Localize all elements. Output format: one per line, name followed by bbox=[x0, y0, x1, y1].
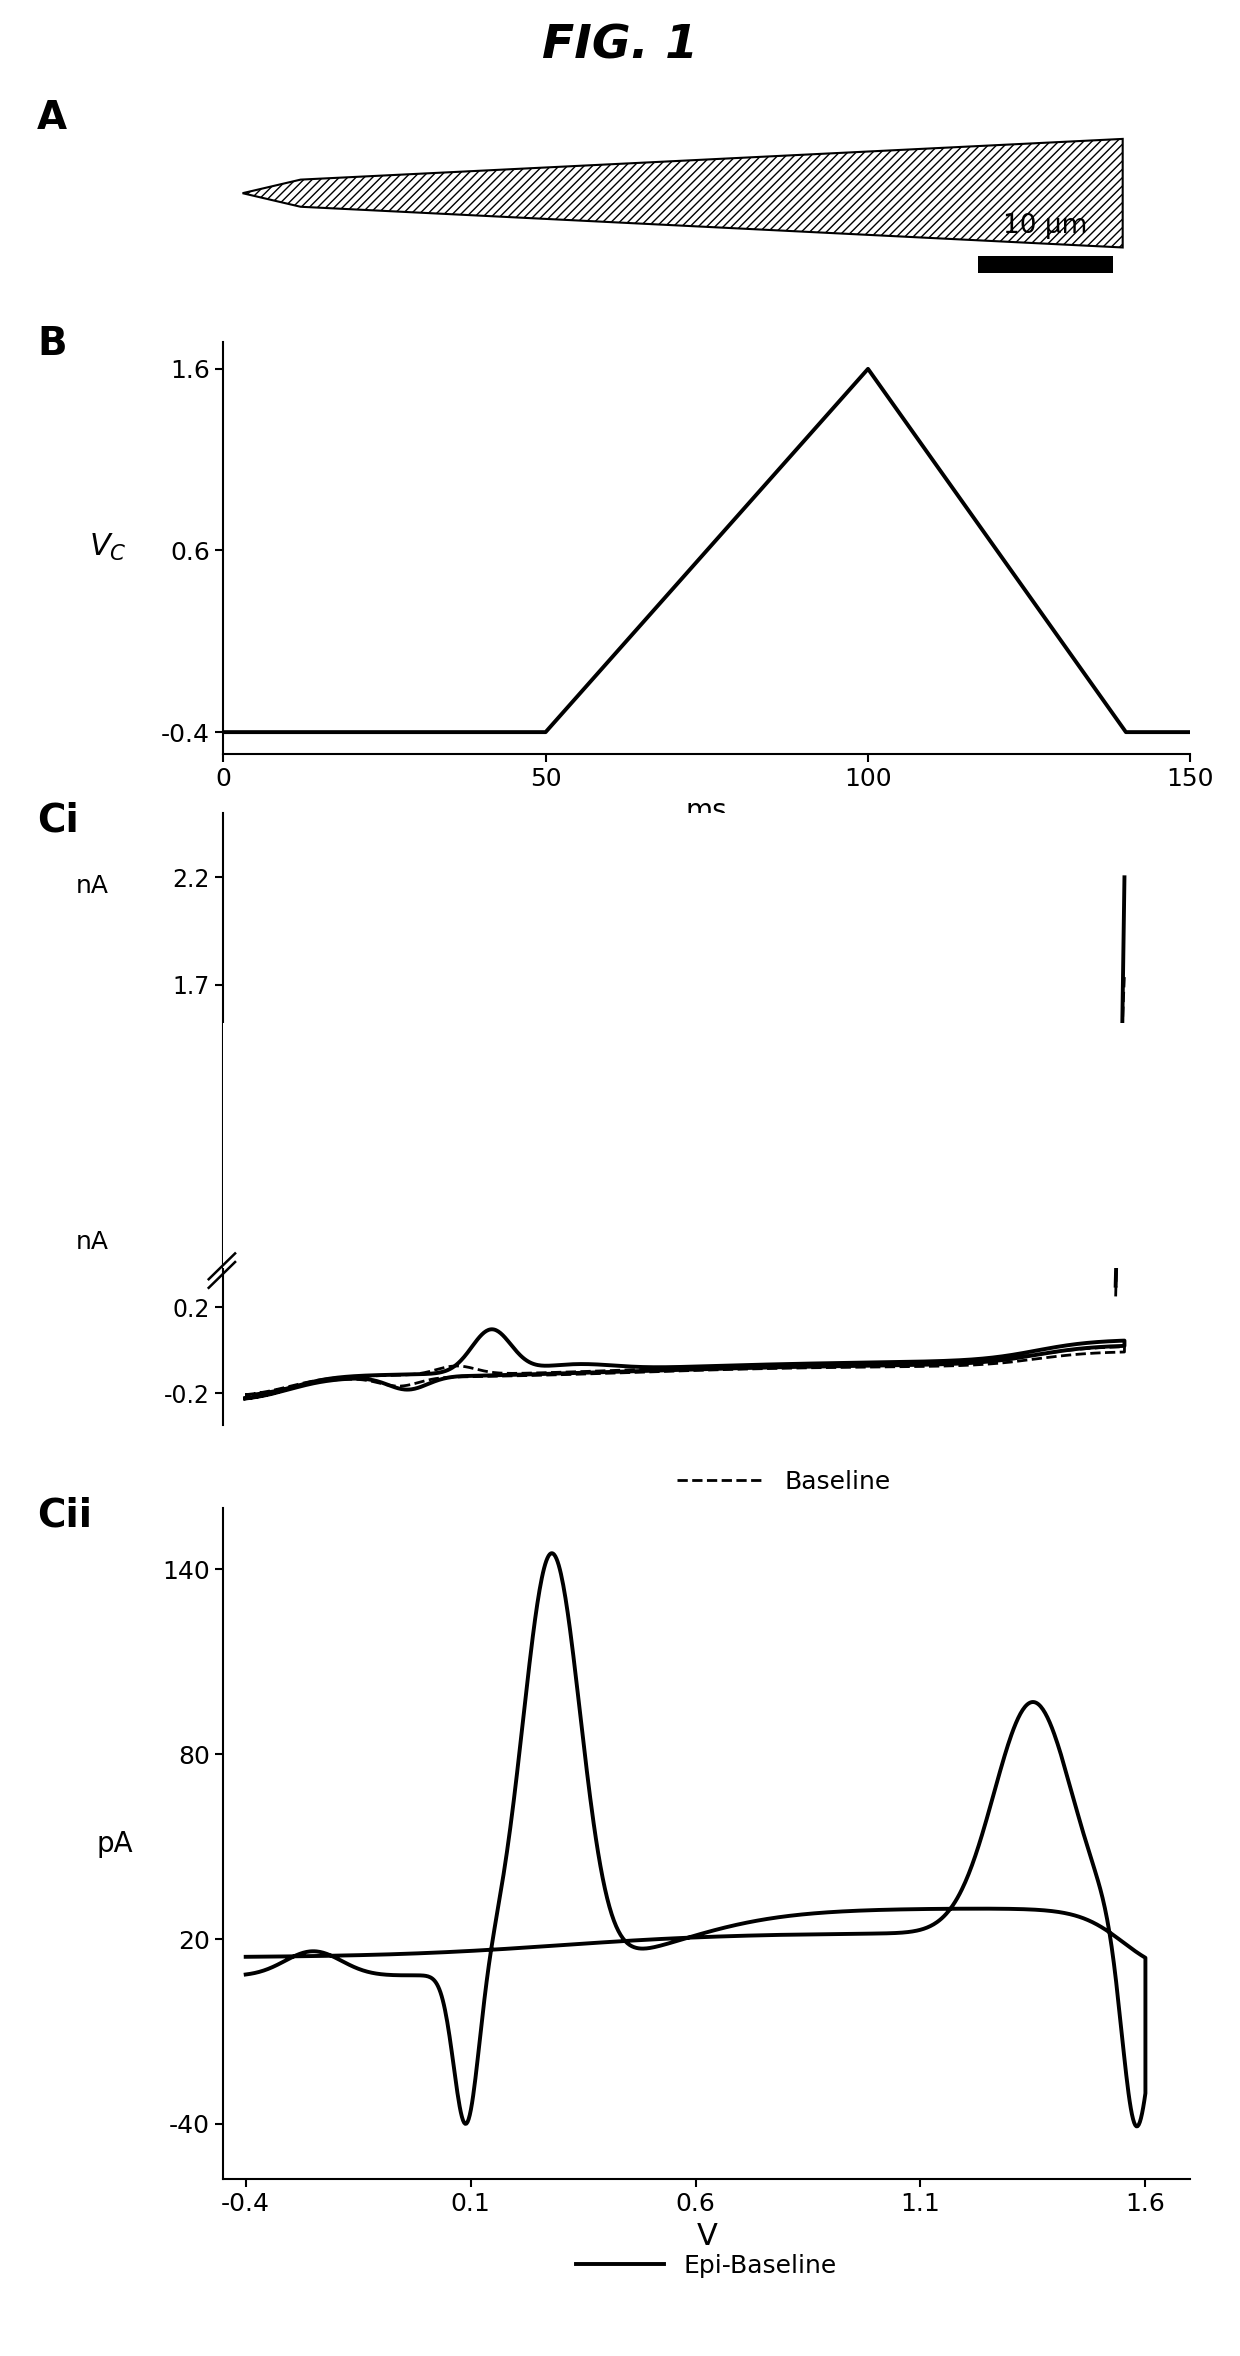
Baseline bbox=[238, 1381, 253, 1409]
+Epi bbox=[238, 1383, 253, 1411]
Text: B: B bbox=[37, 325, 67, 363]
Baseline bbox=[784, 1355, 799, 1383]
Text: nA: nA bbox=[76, 874, 109, 898]
Legend: Baseline, +Epi: Baseline, +Epi bbox=[667, 1461, 901, 1548]
Baseline bbox=[270, 1376, 285, 1404]
+Epi bbox=[553, 1350, 568, 1378]
Text: A: A bbox=[37, 99, 67, 137]
Legend: Epi-Baseline: Epi-Baseline bbox=[567, 2243, 847, 2288]
Text: 10 μm: 10 μm bbox=[1003, 212, 1087, 238]
Y-axis label: pA: pA bbox=[97, 1831, 134, 1857]
Baseline bbox=[1117, 1333, 1132, 1362]
+Epi bbox=[1096, 1333, 1111, 1362]
X-axis label: ms: ms bbox=[686, 796, 728, 825]
Text: Cii: Cii bbox=[37, 1496, 92, 1534]
Polygon shape bbox=[243, 139, 1122, 247]
+Epi bbox=[485, 1315, 500, 1343]
+Epi bbox=[784, 1352, 799, 1381]
+Epi bbox=[270, 1378, 285, 1407]
Baseline bbox=[350, 1364, 365, 1392]
Text: nA: nA bbox=[76, 1230, 109, 1253]
Baseline bbox=[238, 1381, 253, 1409]
+Epi bbox=[350, 1364, 365, 1392]
Line: +Epi: +Epi bbox=[246, 1329, 1125, 1399]
Text: Ci: Ci bbox=[37, 801, 79, 839]
Y-axis label: $V_C$: $V_C$ bbox=[89, 532, 126, 563]
X-axis label: V: V bbox=[697, 2222, 717, 2250]
Bar bbox=[201, 1023, 1240, 1268]
Baseline bbox=[1033, 1341, 1048, 1369]
Line: Baseline: Baseline bbox=[246, 1348, 1125, 1395]
+Epi bbox=[238, 1385, 253, 1414]
Baseline bbox=[553, 1357, 568, 1385]
Baseline bbox=[1096, 1338, 1111, 1366]
+Epi bbox=[1034, 1336, 1049, 1364]
Text: FIG. 1: FIG. 1 bbox=[542, 24, 698, 68]
Bar bbox=[977, 257, 1114, 273]
